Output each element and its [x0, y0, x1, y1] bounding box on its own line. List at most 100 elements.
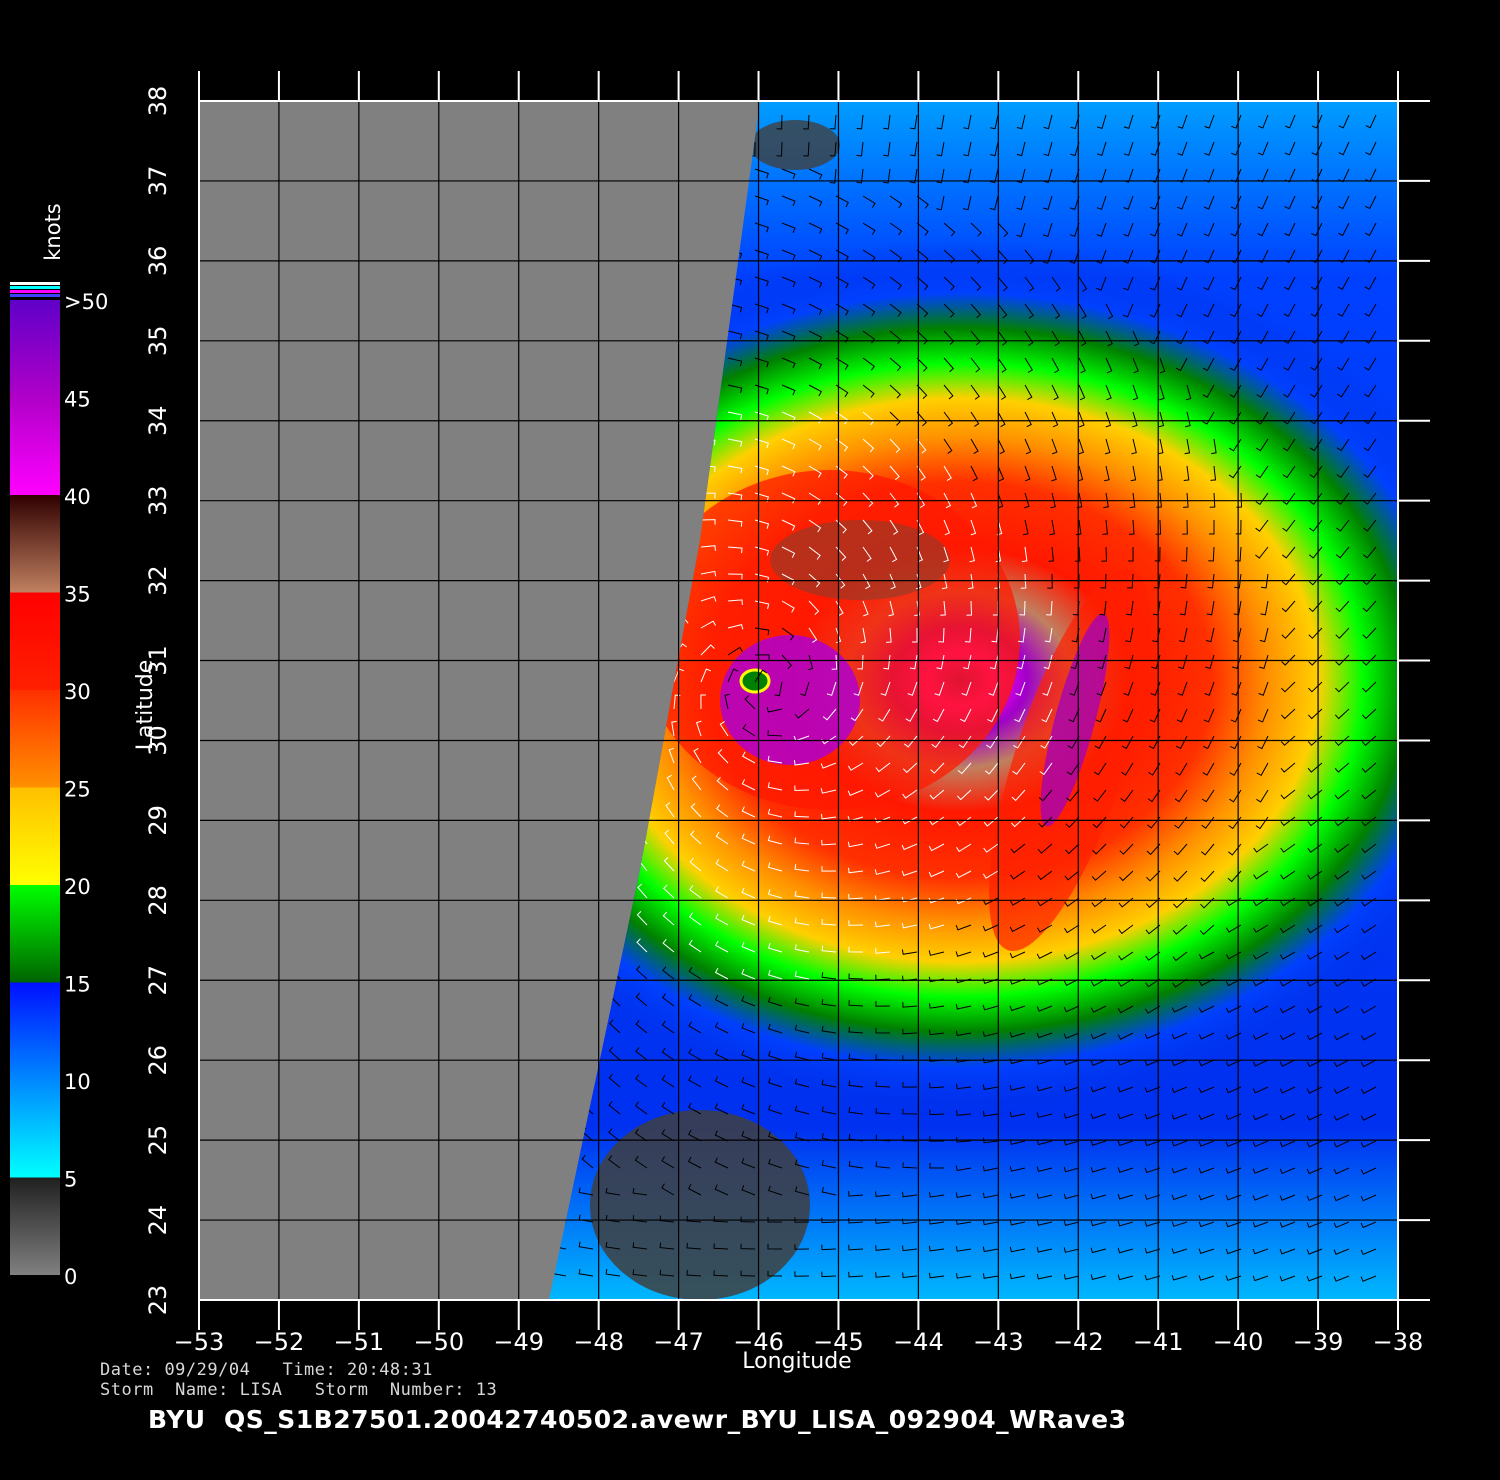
- wind-barb: [1118, 897, 1134, 908]
- wind-barb: [1258, 681, 1269, 696]
- wind-barb: [1256, 303, 1269, 318]
- wind-barb: [821, 892, 837, 899]
- wind-barb: [997, 384, 1007, 400]
- wind-barb: [1255, 465, 1269, 479]
- wind-barb: [821, 1186, 837, 1196]
- wind-barb: [1204, 114, 1215, 129]
- wind-barb: [1335, 600, 1350, 613]
- wind-barb: [1073, 573, 1080, 589]
- wind-barb: [768, 1158, 783, 1169]
- wind-barb: [1022, 519, 1029, 536]
- wind-barb: [1063, 1086, 1080, 1092]
- wind-barb: [876, 735, 891, 748]
- wind-barb: [1335, 627, 1350, 639]
- wind-barb: [1042, 249, 1053, 264]
- wind-barb: [741, 833, 756, 845]
- low-wind-patch: [590, 1110, 810, 1300]
- wind-barb: [821, 1025, 837, 1034]
- wind-barb: [875, 1001, 891, 1007]
- wind-barb: [1144, 1167, 1161, 1174]
- wind-barb: [1361, 789, 1377, 800]
- wind-barb: [874, 869, 891, 875]
- wind-barb: [962, 195, 972, 211]
- wind-barb: [688, 912, 702, 926]
- wind-barb: [1235, 519, 1242, 535]
- wind-barb: [808, 276, 823, 288]
- wind-barb: [835, 519, 847, 534]
- wind-barb: [608, 1100, 621, 1115]
- wind-barb: [659, 1242, 675, 1250]
- wind-barb: [715, 940, 729, 953]
- wind-barb: [688, 1021, 702, 1034]
- wind-barb: [754, 357, 769, 368]
- wind-barb: [1093, 762, 1107, 776]
- wind-barb: [907, 681, 918, 696]
- wind-barb: [1252, 1005, 1269, 1014]
- wind-barb: [1334, 735, 1350, 747]
- wind-barb: [741, 806, 756, 818]
- wind-barb: [662, 966, 675, 980]
- wind-barb: [875, 1272, 891, 1278]
- wind-barb: [781, 438, 796, 450]
- wind-barb: [1360, 1032, 1377, 1041]
- wind-barb: [1009, 924, 1026, 933]
- wind-barb: [1177, 195, 1188, 210]
- wind-barb: [1361, 735, 1377, 747]
- wind-barb: [714, 1157, 729, 1169]
- wind-barb: [916, 411, 927, 427]
- lat-tick-label: 32: [144, 565, 172, 596]
- wind-barb: [997, 492, 1004, 509]
- wind-barb: [1184, 438, 1191, 455]
- wind-barb: [943, 222, 956, 237]
- lat-tick-label: 25: [144, 1125, 172, 1156]
- wind-barb: [982, 1246, 999, 1253]
- wind-barb: [862, 546, 872, 562]
- wind-barb: [821, 866, 837, 872]
- wind-barb: [1225, 1113, 1242, 1121]
- wind-barb: [1259, 627, 1269, 643]
- wind-barb: [1051, 384, 1059, 401]
- wind-barb: [820, 762, 837, 769]
- wind-barb: [1024, 384, 1033, 401]
- wind-barb: [902, 1272, 918, 1279]
- wind-barb: [741, 1185, 756, 1196]
- wind-barb: [1036, 1005, 1053, 1012]
- wind-barb: [1117, 1032, 1134, 1040]
- wind-barb: [835, 384, 849, 398]
- wind-barb: [875, 921, 891, 928]
- wind-barb: [1171, 1221, 1188, 1227]
- wind-barb: [889, 303, 902, 317]
- wind-barb: [1009, 1246, 1026, 1253]
- colorbar-segment: [10, 495, 60, 593]
- wind-barb: [902, 1245, 918, 1252]
- wind-barb: [1203, 708, 1215, 723]
- wind-barb: [875, 1081, 891, 1088]
- wind-barb: [665, 802, 675, 818]
- wind-barb: [1104, 465, 1110, 482]
- wind-barb: [740, 1216, 756, 1223]
- wind-barb: [902, 1191, 918, 1198]
- wind-barb: [902, 1002, 918, 1008]
- colorbar-overflow-stripe: [10, 290, 60, 293]
- wind-barb: [668, 747, 675, 764]
- wind-barb: [862, 492, 874, 507]
- wind-barb: [941, 573, 948, 590]
- wind-barb: [1181, 546, 1188, 562]
- wind-barb: [1124, 654, 1134, 670]
- wind-barb: [741, 860, 756, 872]
- wind-barb: [909, 168, 918, 184]
- wind-barb: [1252, 1248, 1269, 1255]
- wind-barb: [1203, 276, 1215, 291]
- wind-barb: [1333, 1221, 1350, 1229]
- wind-barb: [754, 303, 769, 314]
- wind-barb: [808, 573, 821, 588]
- wind-barb: [794, 864, 810, 872]
- wind-barb: [928, 950, 945, 956]
- wind-barb: [1235, 546, 1242, 562]
- wind-barb: [1336, 411, 1350, 425]
- wind-barb: [963, 168, 972, 184]
- wind-barb: [1175, 762, 1188, 776]
- wind-barb: [956, 1273, 972, 1279]
- wind-barb: [754, 222, 769, 233]
- wind-barb: [848, 1160, 864, 1169]
